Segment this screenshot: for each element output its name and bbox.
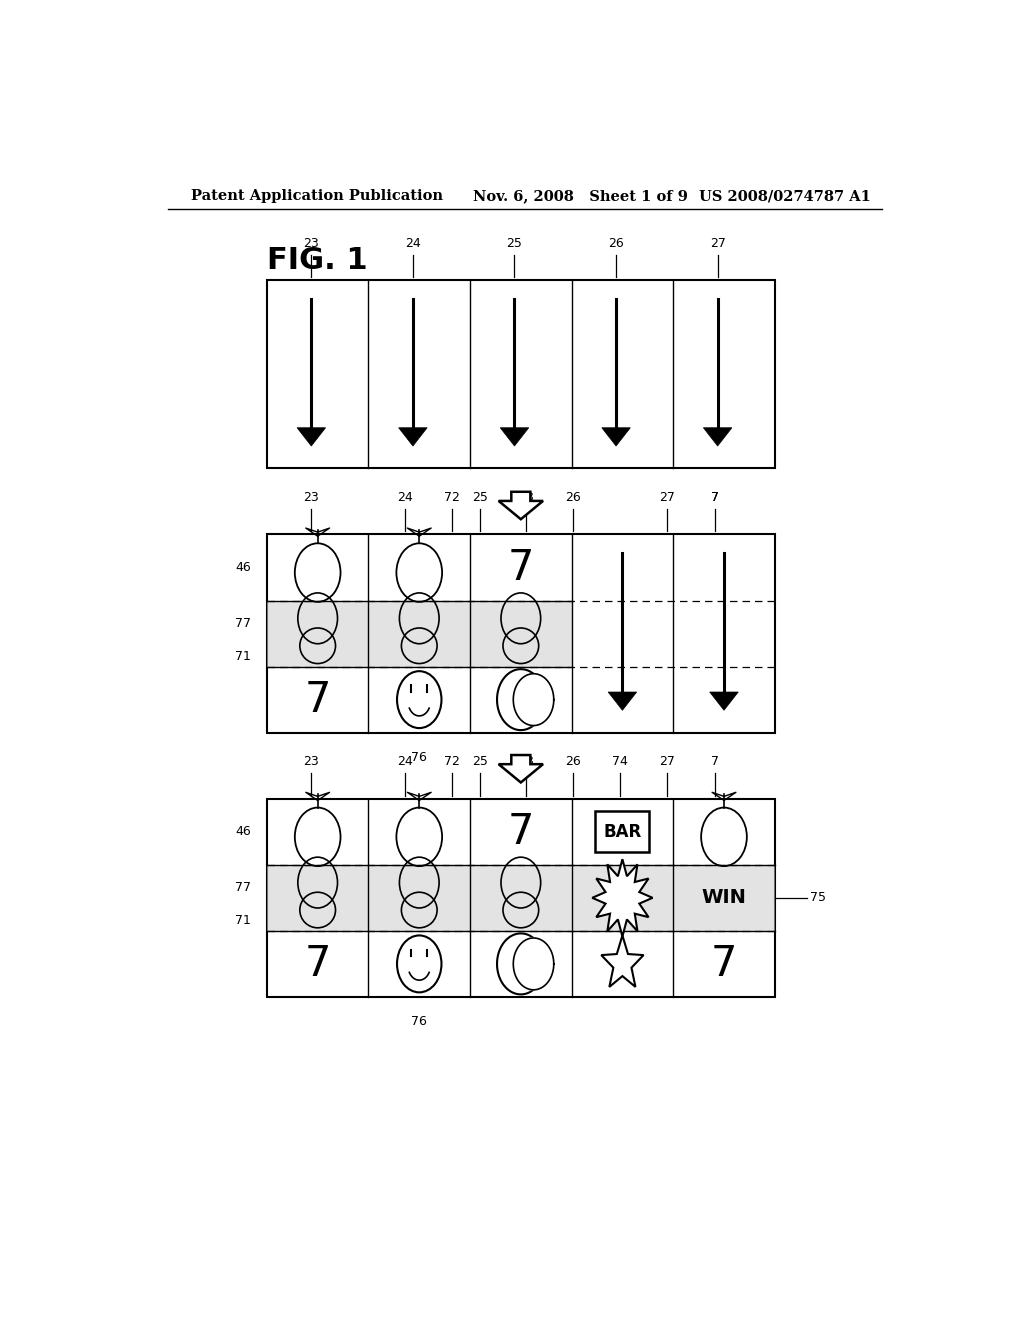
Polygon shape (608, 692, 637, 710)
Text: 7: 7 (712, 491, 719, 504)
Text: 27: 27 (658, 755, 675, 768)
Text: Patent Application Publication: Patent Application Publication (191, 189, 443, 203)
Text: 73: 73 (518, 491, 535, 504)
Text: 23: 23 (303, 236, 319, 249)
Text: 23: 23 (303, 491, 319, 504)
Polygon shape (703, 428, 732, 446)
Text: 26: 26 (565, 755, 581, 768)
Bar (267, 601, 571, 667)
Polygon shape (497, 933, 545, 994)
Text: 72: 72 (443, 755, 460, 768)
Polygon shape (398, 428, 427, 446)
Bar (267, 799, 775, 997)
Polygon shape (710, 692, 738, 710)
Text: WIN: WIN (701, 888, 746, 907)
Text: BAR: BAR (603, 822, 642, 841)
Text: 25: 25 (507, 236, 522, 249)
Polygon shape (592, 859, 652, 936)
Polygon shape (601, 936, 643, 987)
Polygon shape (513, 673, 554, 726)
Bar (267, 280, 775, 469)
Text: 23: 23 (303, 755, 319, 768)
Text: 7: 7 (304, 678, 331, 721)
Text: 71: 71 (236, 915, 251, 928)
Text: 72: 72 (443, 491, 460, 504)
Text: US 2008/0274787 A1: US 2008/0274787 A1 (699, 189, 871, 203)
Text: 24: 24 (397, 755, 413, 768)
Text: 73: 73 (518, 755, 535, 768)
Text: 7: 7 (712, 491, 719, 504)
Text: 77: 77 (234, 618, 251, 630)
Text: 76: 76 (412, 751, 427, 764)
Text: 46: 46 (236, 825, 251, 838)
Text: 25: 25 (472, 491, 487, 504)
Text: 24: 24 (406, 236, 421, 249)
Polygon shape (497, 669, 545, 730)
Text: 24: 24 (397, 491, 413, 504)
Bar (267, 535, 775, 733)
Text: FIG. 1: FIG. 1 (267, 246, 368, 275)
Polygon shape (297, 428, 326, 446)
Text: 7: 7 (508, 810, 535, 853)
Text: 77: 77 (234, 882, 251, 895)
Text: 26: 26 (608, 236, 624, 249)
Text: 71: 71 (236, 651, 251, 663)
Text: 25: 25 (472, 755, 487, 768)
Polygon shape (499, 492, 543, 519)
Text: 7: 7 (711, 942, 737, 985)
Text: Nov. 6, 2008   Sheet 1 of 9: Nov. 6, 2008 Sheet 1 of 9 (473, 189, 688, 203)
Polygon shape (499, 755, 543, 783)
Text: 76: 76 (412, 1015, 427, 1028)
Text: 26: 26 (565, 491, 581, 504)
Text: 7: 7 (712, 755, 719, 768)
Bar (267, 865, 775, 931)
Text: 75: 75 (811, 891, 826, 904)
Text: 27: 27 (710, 236, 726, 249)
Polygon shape (602, 428, 631, 446)
Polygon shape (513, 939, 554, 990)
Text: 74: 74 (612, 755, 628, 768)
Text: 7: 7 (304, 942, 331, 985)
Text: 46: 46 (236, 561, 251, 574)
Text: 7: 7 (508, 546, 535, 589)
Polygon shape (500, 428, 528, 446)
Bar (595, 812, 649, 853)
Text: 27: 27 (658, 491, 675, 504)
